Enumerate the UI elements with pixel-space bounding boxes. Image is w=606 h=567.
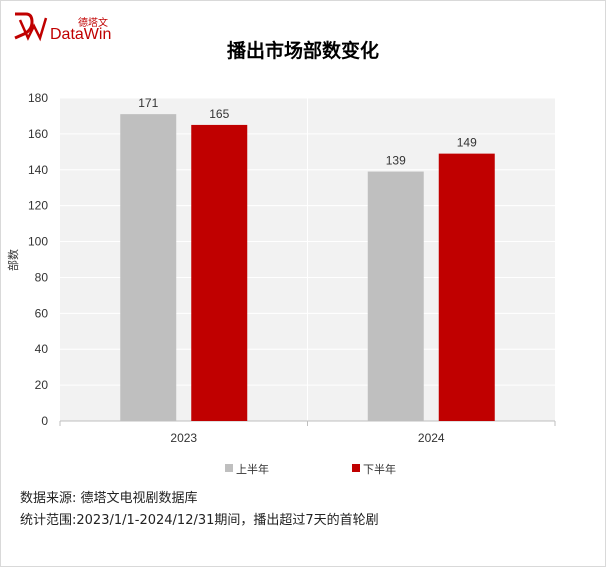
legend-label: 上半年 (236, 463, 269, 476)
bar-下半年-2023 (191, 124, 248, 422)
datawin-logo: 德塔文 DataWin (12, 8, 122, 46)
legend-swatch (352, 464, 360, 472)
bar-上半年-2023 (120, 114, 177, 422)
x-tick-label: 2023 (170, 431, 197, 445)
logo-chinese-text: 德塔文 (78, 18, 108, 29)
chart-title: 播出市场部数变化 (226, 40, 379, 62)
scope-note: 统计范围:2023/1/1-2024/12/31期间，播出超过7天的首轮剧 (20, 513, 379, 528)
y-tick-label: 0 (41, 414, 48, 428)
y-axis-label: 部数 (6, 249, 20, 271)
logo-english-text: DataWin (50, 26, 112, 43)
data-label: 139 (386, 154, 406, 168)
y-tick-label: 40 (35, 342, 49, 356)
bar-上半年-2024 (367, 171, 424, 421)
y-tick-label: 160 (28, 127, 48, 141)
y-tick-label: 100 (28, 235, 48, 249)
chart-legend: 上半年 下半年 (0, 461, 606, 477)
data-label: 149 (457, 136, 477, 150)
legend-label: 下半年 (363, 463, 396, 476)
bar-下半年-2024 (438, 153, 495, 421)
y-tick-label: 80 (35, 270, 49, 284)
bar-chart: 0 20 40 60 80 100 120 140 160 180 部数 171 165 2023 139 1… (6, 91, 556, 445)
y-tick-label: 140 (28, 163, 48, 177)
legend-swatch (225, 464, 233, 472)
y-tick-label: 60 (35, 306, 49, 320)
y-tick-label: 20 (35, 378, 49, 392)
data-label: 165 (209, 107, 229, 121)
source-note: 数据来源: 德塔文电视剧数据库 (20, 491, 198, 506)
y-tick-label: 120 (28, 199, 48, 213)
y-tick-label: 180 (28, 91, 48, 105)
datawin-logo-icon (14, 12, 48, 42)
x-tick-label: 2024 (418, 431, 445, 445)
data-label: 171 (138, 96, 158, 110)
